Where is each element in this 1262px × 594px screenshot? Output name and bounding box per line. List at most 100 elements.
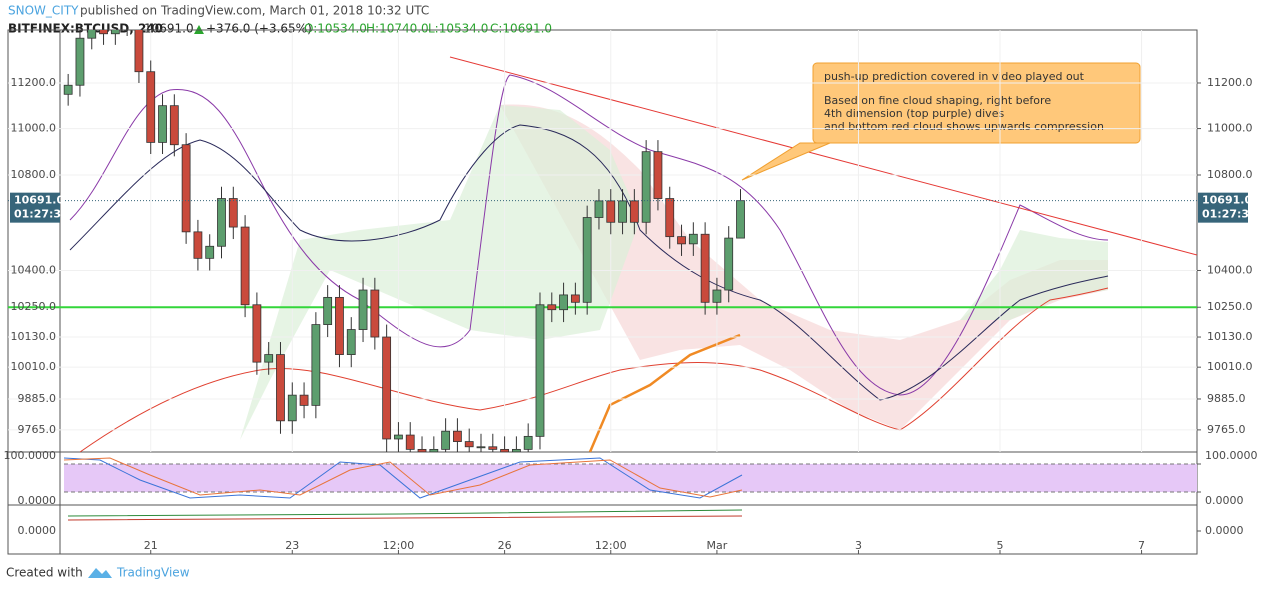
candle-body bbox=[287, 394, 297, 422]
candle-body bbox=[99, 30, 108, 35]
candle-body bbox=[488, 446, 498, 450]
candle-body bbox=[559, 294, 568, 311]
candle-body bbox=[476, 446, 486, 449]
trend-line bbox=[449, 56, 1197, 256]
footer-brand: TradingView bbox=[116, 566, 190, 580]
candle-body bbox=[63, 84, 73, 95]
y-tick-label-left: 10400.0 bbox=[11, 263, 57, 276]
osc-tick-label: 100.0000 bbox=[1205, 449, 1258, 462]
candle-body bbox=[464, 441, 474, 448]
orange-line bbox=[588, 333, 741, 452]
callout-text: 4th dimension (top purple) dives bbox=[824, 107, 1004, 120]
x-tick-label: 26 bbox=[498, 539, 512, 552]
indicators bbox=[69, 56, 1197, 452]
candle-body bbox=[547, 304, 557, 311]
symbol: BITFINEX:BTCUSD, 240 bbox=[8, 22, 163, 36]
osc-tick-label-left: 100.0000 bbox=[4, 449, 57, 462]
basis-line bbox=[69, 124, 1109, 401]
y-tick-label: 11000.0 bbox=[1207, 122, 1253, 135]
candle-body bbox=[193, 231, 203, 259]
green-cloud bbox=[240, 105, 640, 440]
candle-body bbox=[217, 198, 226, 247]
candle-body bbox=[146, 71, 156, 143]
candle-body bbox=[582, 217, 592, 303]
countdown-label: 01:27:38 bbox=[14, 208, 69, 221]
callout-text: Based on fine cloud shaping, right befor… bbox=[824, 94, 1051, 107]
candle-body bbox=[429, 448, 439, 452]
candle-body bbox=[276, 354, 285, 422]
candle-body bbox=[618, 200, 627, 223]
candle-body bbox=[110, 30, 120, 35]
x-tick-label: 12:00 bbox=[595, 539, 627, 552]
candle-body bbox=[570, 294, 580, 303]
frame bbox=[7, 29, 1198, 555]
candle-body bbox=[358, 289, 368, 330]
candle-body bbox=[688, 233, 698, 245]
y-tick-label: 9765.0 bbox=[1207, 423, 1246, 436]
candle-body bbox=[134, 30, 144, 73]
candle-body bbox=[75, 37, 85, 86]
osc-tick-label-left: 0.0000 bbox=[18, 494, 57, 507]
candle-body bbox=[405, 434, 415, 450]
y-tick-label-left: 11200.0 bbox=[11, 76, 57, 89]
candle-body bbox=[712, 289, 722, 303]
open: O:10534.0 bbox=[304, 22, 367, 36]
stoch-k bbox=[63, 457, 743, 499]
y-tick-label-left: 10250.0 bbox=[11, 300, 57, 313]
author: SNOW_CITY bbox=[8, 4, 79, 18]
candle-body bbox=[205, 245, 215, 259]
low: L:10534.0 bbox=[428, 22, 488, 36]
candle-body bbox=[629, 200, 639, 223]
y-tick-label-left: 9885.0 bbox=[18, 392, 57, 405]
last-price: 10691.0 bbox=[144, 22, 194, 36]
osc2-tick-label: 0.0000 bbox=[1205, 524, 1244, 537]
osc-tick-label: 0.0000 bbox=[1205, 494, 1244, 507]
candle-body bbox=[724, 237, 734, 291]
y-tick-label-left: 9765.0 bbox=[18, 423, 57, 436]
candle-body bbox=[511, 448, 521, 452]
osc2-line bbox=[67, 509, 743, 517]
last-price-label: 10691.0 bbox=[14, 194, 64, 207]
last-price-box bbox=[1198, 192, 1248, 223]
x-tick-label: Mar bbox=[707, 539, 728, 552]
high: H:10740.0 bbox=[366, 22, 429, 36]
candle-body bbox=[677, 236, 686, 245]
price-pane bbox=[8, 30, 1197, 452]
candle-body bbox=[169, 105, 179, 146]
red-cloud bbox=[500, 104, 1108, 431]
last-price-box bbox=[10, 192, 60, 223]
lower-band bbox=[79, 287, 1109, 452]
candle-body bbox=[641, 151, 651, 223]
y-tick-label: 10400.0 bbox=[1207, 263, 1253, 276]
candle-body bbox=[311, 324, 321, 406]
candle-body bbox=[417, 448, 427, 452]
logo bbox=[88, 568, 112, 578]
callout-text: push-up prediction covered in video play… bbox=[824, 70, 1085, 83]
y-tick-label-left: 10800.0 bbox=[11, 168, 57, 181]
osc2-line bbox=[67, 515, 743, 521]
candle-body bbox=[665, 198, 675, 238]
close: C:10691.0 bbox=[490, 22, 552, 36]
y-tick-label: 10250.0 bbox=[1207, 300, 1253, 313]
y-tick-label: 10010.0 bbox=[1207, 360, 1253, 373]
candle-body bbox=[87, 30, 97, 39]
candle-body bbox=[370, 289, 380, 338]
callout-text: and bottom red cloud shows upwards compr… bbox=[824, 120, 1104, 133]
candle-body bbox=[346, 329, 356, 355]
x-tick-label: 5 bbox=[997, 539, 1004, 552]
y-tick-label-left: 11000.0 bbox=[11, 122, 57, 135]
countdown-label: 01:27:38 bbox=[1202, 208, 1257, 221]
candle-body bbox=[453, 430, 462, 442]
x-tick-label: 3 bbox=[855, 539, 862, 552]
footer-created: Created with bbox=[6, 566, 83, 580]
candle-body bbox=[500, 448, 509, 452]
candle-body bbox=[252, 304, 262, 363]
y-tick-label-left: 10130.0 bbox=[11, 330, 57, 343]
candle-body bbox=[323, 296, 333, 325]
y-tick-label: 11200.0 bbox=[1207, 76, 1253, 89]
x-tick-label: 7 bbox=[1138, 539, 1145, 552]
candle-body bbox=[240, 226, 250, 306]
x-tick-label: 21 bbox=[144, 539, 158, 552]
candle-body bbox=[181, 144, 191, 233]
